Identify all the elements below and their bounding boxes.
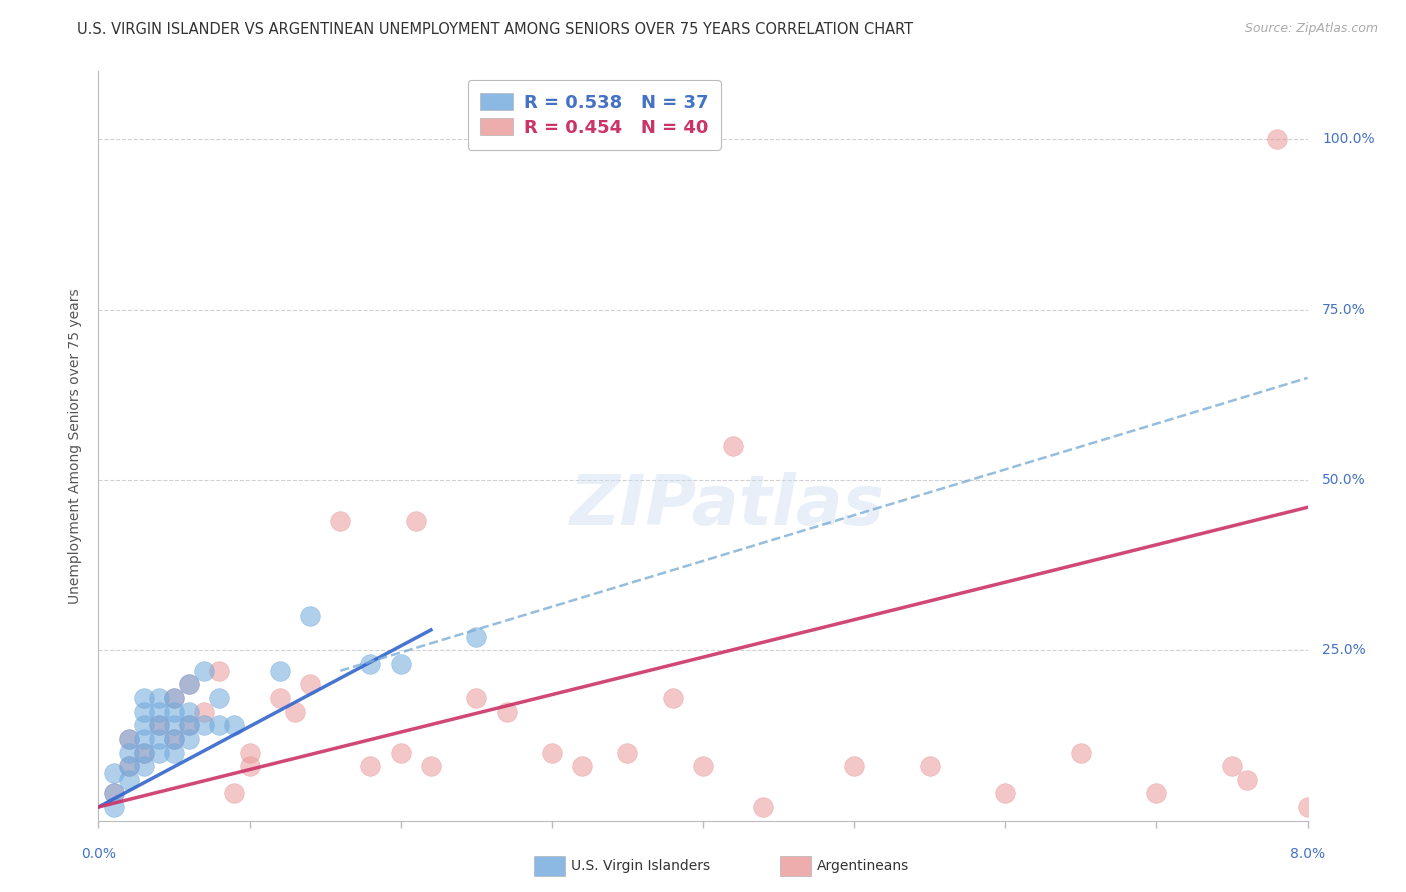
Text: 50.0%: 50.0% bbox=[1322, 473, 1365, 487]
Legend: R = 0.538   N = 37, R = 0.454   N = 40: R = 0.538 N = 37, R = 0.454 N = 40 bbox=[468, 80, 721, 150]
Point bbox=[103, 786, 125, 800]
Point bbox=[844, 759, 866, 773]
Point bbox=[239, 759, 262, 773]
Point bbox=[752, 800, 775, 814]
Point bbox=[224, 718, 246, 732]
Text: 25.0%: 25.0% bbox=[1322, 643, 1365, 657]
Point bbox=[269, 691, 291, 706]
Point bbox=[163, 718, 186, 732]
Point bbox=[179, 677, 201, 691]
Point bbox=[208, 718, 231, 732]
Point bbox=[284, 705, 307, 719]
Point bbox=[540, 746, 562, 760]
Point bbox=[420, 759, 443, 773]
Point bbox=[389, 746, 412, 760]
Point bbox=[1296, 800, 1319, 814]
Point bbox=[179, 718, 201, 732]
Point bbox=[148, 731, 170, 746]
Point bbox=[389, 657, 412, 671]
Point bbox=[193, 705, 215, 719]
Point bbox=[118, 731, 141, 746]
Point bbox=[118, 746, 141, 760]
Text: U.S. Virgin Islanders: U.S. Virgin Islanders bbox=[571, 859, 710, 873]
Point bbox=[208, 691, 231, 706]
Text: 8.0%: 8.0% bbox=[1291, 847, 1324, 861]
Point bbox=[329, 514, 352, 528]
Point bbox=[163, 731, 186, 746]
Point bbox=[1236, 772, 1258, 787]
Point bbox=[661, 691, 683, 706]
Point bbox=[179, 705, 201, 719]
Point bbox=[1070, 746, 1092, 760]
Text: ZIPatlas: ZIPatlas bbox=[569, 473, 884, 540]
Point bbox=[132, 705, 155, 719]
Point bbox=[163, 746, 186, 760]
Point bbox=[360, 657, 382, 671]
Point bbox=[179, 718, 201, 732]
Point bbox=[118, 759, 141, 773]
Point bbox=[163, 705, 186, 719]
Point bbox=[103, 800, 125, 814]
Point bbox=[495, 705, 517, 719]
Point bbox=[163, 731, 186, 746]
Point bbox=[132, 746, 155, 760]
Text: 100.0%: 100.0% bbox=[1322, 133, 1375, 146]
Point bbox=[163, 691, 186, 706]
Point bbox=[179, 677, 201, 691]
Point bbox=[148, 718, 170, 732]
Point bbox=[148, 691, 170, 706]
Text: Source: ZipAtlas.com: Source: ZipAtlas.com bbox=[1244, 22, 1378, 36]
Point bbox=[994, 786, 1017, 800]
Point bbox=[465, 630, 488, 644]
Point bbox=[616, 746, 638, 760]
Point bbox=[723, 439, 745, 453]
Text: U.S. VIRGIN ISLANDER VS ARGENTINEAN UNEMPLOYMENT AMONG SENIORS OVER 75 YEARS COR: U.S. VIRGIN ISLANDER VS ARGENTINEAN UNEM… bbox=[77, 22, 914, 37]
Point bbox=[239, 746, 262, 760]
Point bbox=[132, 759, 155, 773]
Point bbox=[269, 664, 291, 678]
Text: Argentineans: Argentineans bbox=[817, 859, 910, 873]
Point bbox=[132, 746, 155, 760]
Point bbox=[148, 746, 170, 760]
Point bbox=[148, 718, 170, 732]
Point bbox=[360, 759, 382, 773]
Point bbox=[405, 514, 427, 528]
Text: 0.0%: 0.0% bbox=[82, 847, 115, 861]
Point bbox=[465, 691, 488, 706]
Point bbox=[1220, 759, 1243, 773]
Point bbox=[224, 786, 246, 800]
Point bbox=[918, 759, 941, 773]
Point bbox=[179, 731, 201, 746]
Point bbox=[163, 691, 186, 706]
Point bbox=[299, 677, 322, 691]
Point bbox=[118, 772, 141, 787]
Y-axis label: Unemployment Among Seniors over 75 years: Unemployment Among Seniors over 75 years bbox=[69, 288, 83, 604]
Point bbox=[103, 766, 125, 780]
Point bbox=[103, 786, 125, 800]
Point bbox=[132, 731, 155, 746]
Point bbox=[692, 759, 714, 773]
Point bbox=[208, 664, 231, 678]
Point bbox=[299, 609, 322, 624]
Point bbox=[193, 664, 215, 678]
Point bbox=[1146, 786, 1168, 800]
Point bbox=[118, 759, 141, 773]
Point bbox=[132, 718, 155, 732]
Point bbox=[148, 705, 170, 719]
Point bbox=[193, 718, 215, 732]
Point bbox=[1267, 132, 1289, 146]
Point bbox=[132, 691, 155, 706]
Point bbox=[571, 759, 593, 773]
Text: 75.0%: 75.0% bbox=[1322, 302, 1365, 317]
Point bbox=[118, 731, 141, 746]
